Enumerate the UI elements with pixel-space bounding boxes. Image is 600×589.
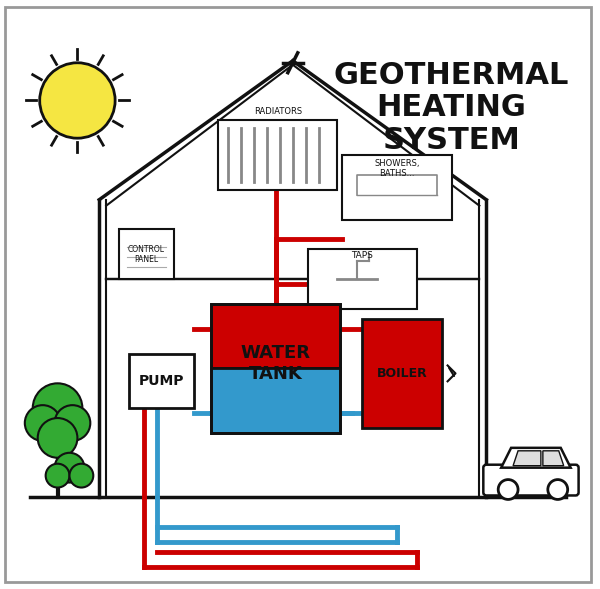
Bar	[218, 120, 337, 190]
Circle shape	[33, 383, 82, 433]
Polygon shape	[501, 448, 571, 468]
Circle shape	[40, 63, 115, 138]
Bar	[343, 155, 452, 220]
Circle shape	[498, 479, 518, 499]
Circle shape	[55, 453, 85, 482]
Polygon shape	[513, 451, 541, 466]
Circle shape	[548, 479, 568, 499]
Text: BOILER: BOILER	[377, 367, 427, 380]
Text: CONTROL
PANEL: CONTROL PANEL	[128, 244, 165, 264]
Circle shape	[55, 405, 91, 441]
Text: RADIATORS: RADIATORS	[254, 107, 302, 117]
Bar	[362, 319, 442, 428]
FancyBboxPatch shape	[484, 465, 578, 495]
Circle shape	[38, 418, 77, 458]
Bar	[211, 304, 340, 369]
Bar	[211, 304, 340, 433]
Text: GEOTHERMAL
HEATING
SYSTEM: GEOTHERMAL HEATING SYSTEM	[334, 61, 569, 155]
Polygon shape	[543, 451, 564, 466]
Bar	[308, 249, 417, 309]
Circle shape	[70, 464, 93, 488]
Text: TAPS: TAPS	[352, 252, 373, 260]
Bar	[119, 230, 173, 279]
Circle shape	[25, 405, 61, 441]
Bar	[129, 353, 194, 408]
Circle shape	[46, 464, 70, 488]
Bar	[211, 369, 340, 433]
Text: SHOWERS,
BATHS...: SHOWERS, BATHS...	[374, 159, 420, 178]
Text: PUMP: PUMP	[139, 374, 184, 388]
Text: WATER
TANK: WATER TANK	[241, 344, 311, 383]
